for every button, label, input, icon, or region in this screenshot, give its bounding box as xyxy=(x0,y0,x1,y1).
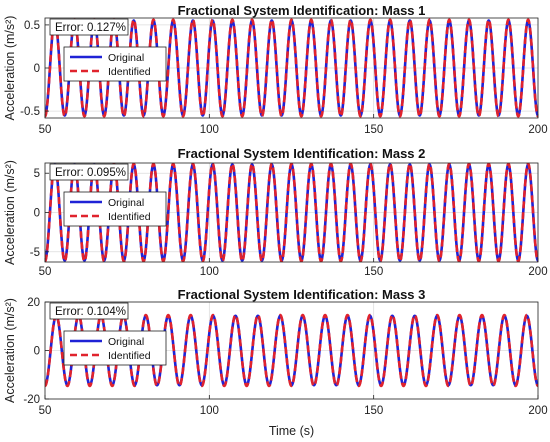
error-annotation-box xyxy=(49,18,129,36)
error-annotation: Error: 0.127% xyxy=(55,22,126,34)
error-annotation-box xyxy=(49,302,129,320)
legend-label: Identified xyxy=(108,350,151,362)
x-tick-label: 100 xyxy=(200,124,219,136)
chart-panel-3: 50 100 150 200 -20 0 20 Fractional System Ident… xyxy=(3,287,548,417)
chart-title: Fractional System Identification: Mass 2 xyxy=(178,146,426,161)
y-tick-label: -5 xyxy=(30,247,40,259)
y-tick-label: 0 xyxy=(34,208,40,220)
y-axis-label: Acceleration (m/s²) xyxy=(3,298,17,403)
x-tick-label: 50 xyxy=(39,124,52,136)
legend-label: Identified xyxy=(108,211,151,223)
y-tick-label: 0 xyxy=(34,63,40,75)
series-line-identified xyxy=(45,163,538,262)
x-tick-label: 200 xyxy=(528,405,547,417)
x-tick-label: 150 xyxy=(364,124,383,136)
x-tick-label: 50 xyxy=(39,266,52,278)
y-axis-label: Acceleration (m/s²) xyxy=(3,160,17,265)
x-tick-label: 150 xyxy=(364,266,383,278)
legend-label: Original xyxy=(108,52,144,64)
x-tick-label: 200 xyxy=(528,266,547,278)
y-tick-label: 5 xyxy=(34,168,40,180)
x-tick-label: 150 xyxy=(364,405,383,417)
error-annotation-box xyxy=(49,163,129,181)
legend-label: Original xyxy=(108,197,144,209)
y-tick-label: 20 xyxy=(27,297,40,309)
legend-label: Identified xyxy=(108,66,151,78)
y-tick-label: 0.5 xyxy=(24,20,40,32)
x-tick-label: 100 xyxy=(200,405,219,417)
y-tick-label: 0 xyxy=(34,346,40,358)
legend-box xyxy=(63,191,167,227)
x-tick-label: 50 xyxy=(39,405,52,417)
y-axis-label: Acceleration (m/s²) xyxy=(3,16,17,121)
chart-panel-2: 50 100 150 200 -5 0 5 Fractional System Identif… xyxy=(3,146,548,278)
legend-box xyxy=(63,330,167,366)
chart-title: Fractional System Identification: Mass 1 xyxy=(178,3,426,18)
error-annotation: Error: 0.104% xyxy=(55,306,126,318)
x-axis-label: Time (s) xyxy=(269,424,314,438)
legend-box xyxy=(63,46,167,82)
y-tick-label: -20 xyxy=(23,394,40,406)
legend-label: Original xyxy=(108,336,144,348)
series-line-identified xyxy=(45,18,538,118)
chart-panel-1: 50 100 150 200 -0.5 0 0.5 Fractional System Ide… xyxy=(3,3,548,136)
y-tick-label: -0.5 xyxy=(20,106,40,118)
chart-title: Fractional System Identification: Mass 3 xyxy=(178,287,426,302)
error-annotation: Error: 0.095% xyxy=(55,167,126,179)
series-line-identified xyxy=(45,313,538,388)
x-tick-label: 200 xyxy=(528,124,547,136)
x-tick-label: 100 xyxy=(200,266,219,278)
